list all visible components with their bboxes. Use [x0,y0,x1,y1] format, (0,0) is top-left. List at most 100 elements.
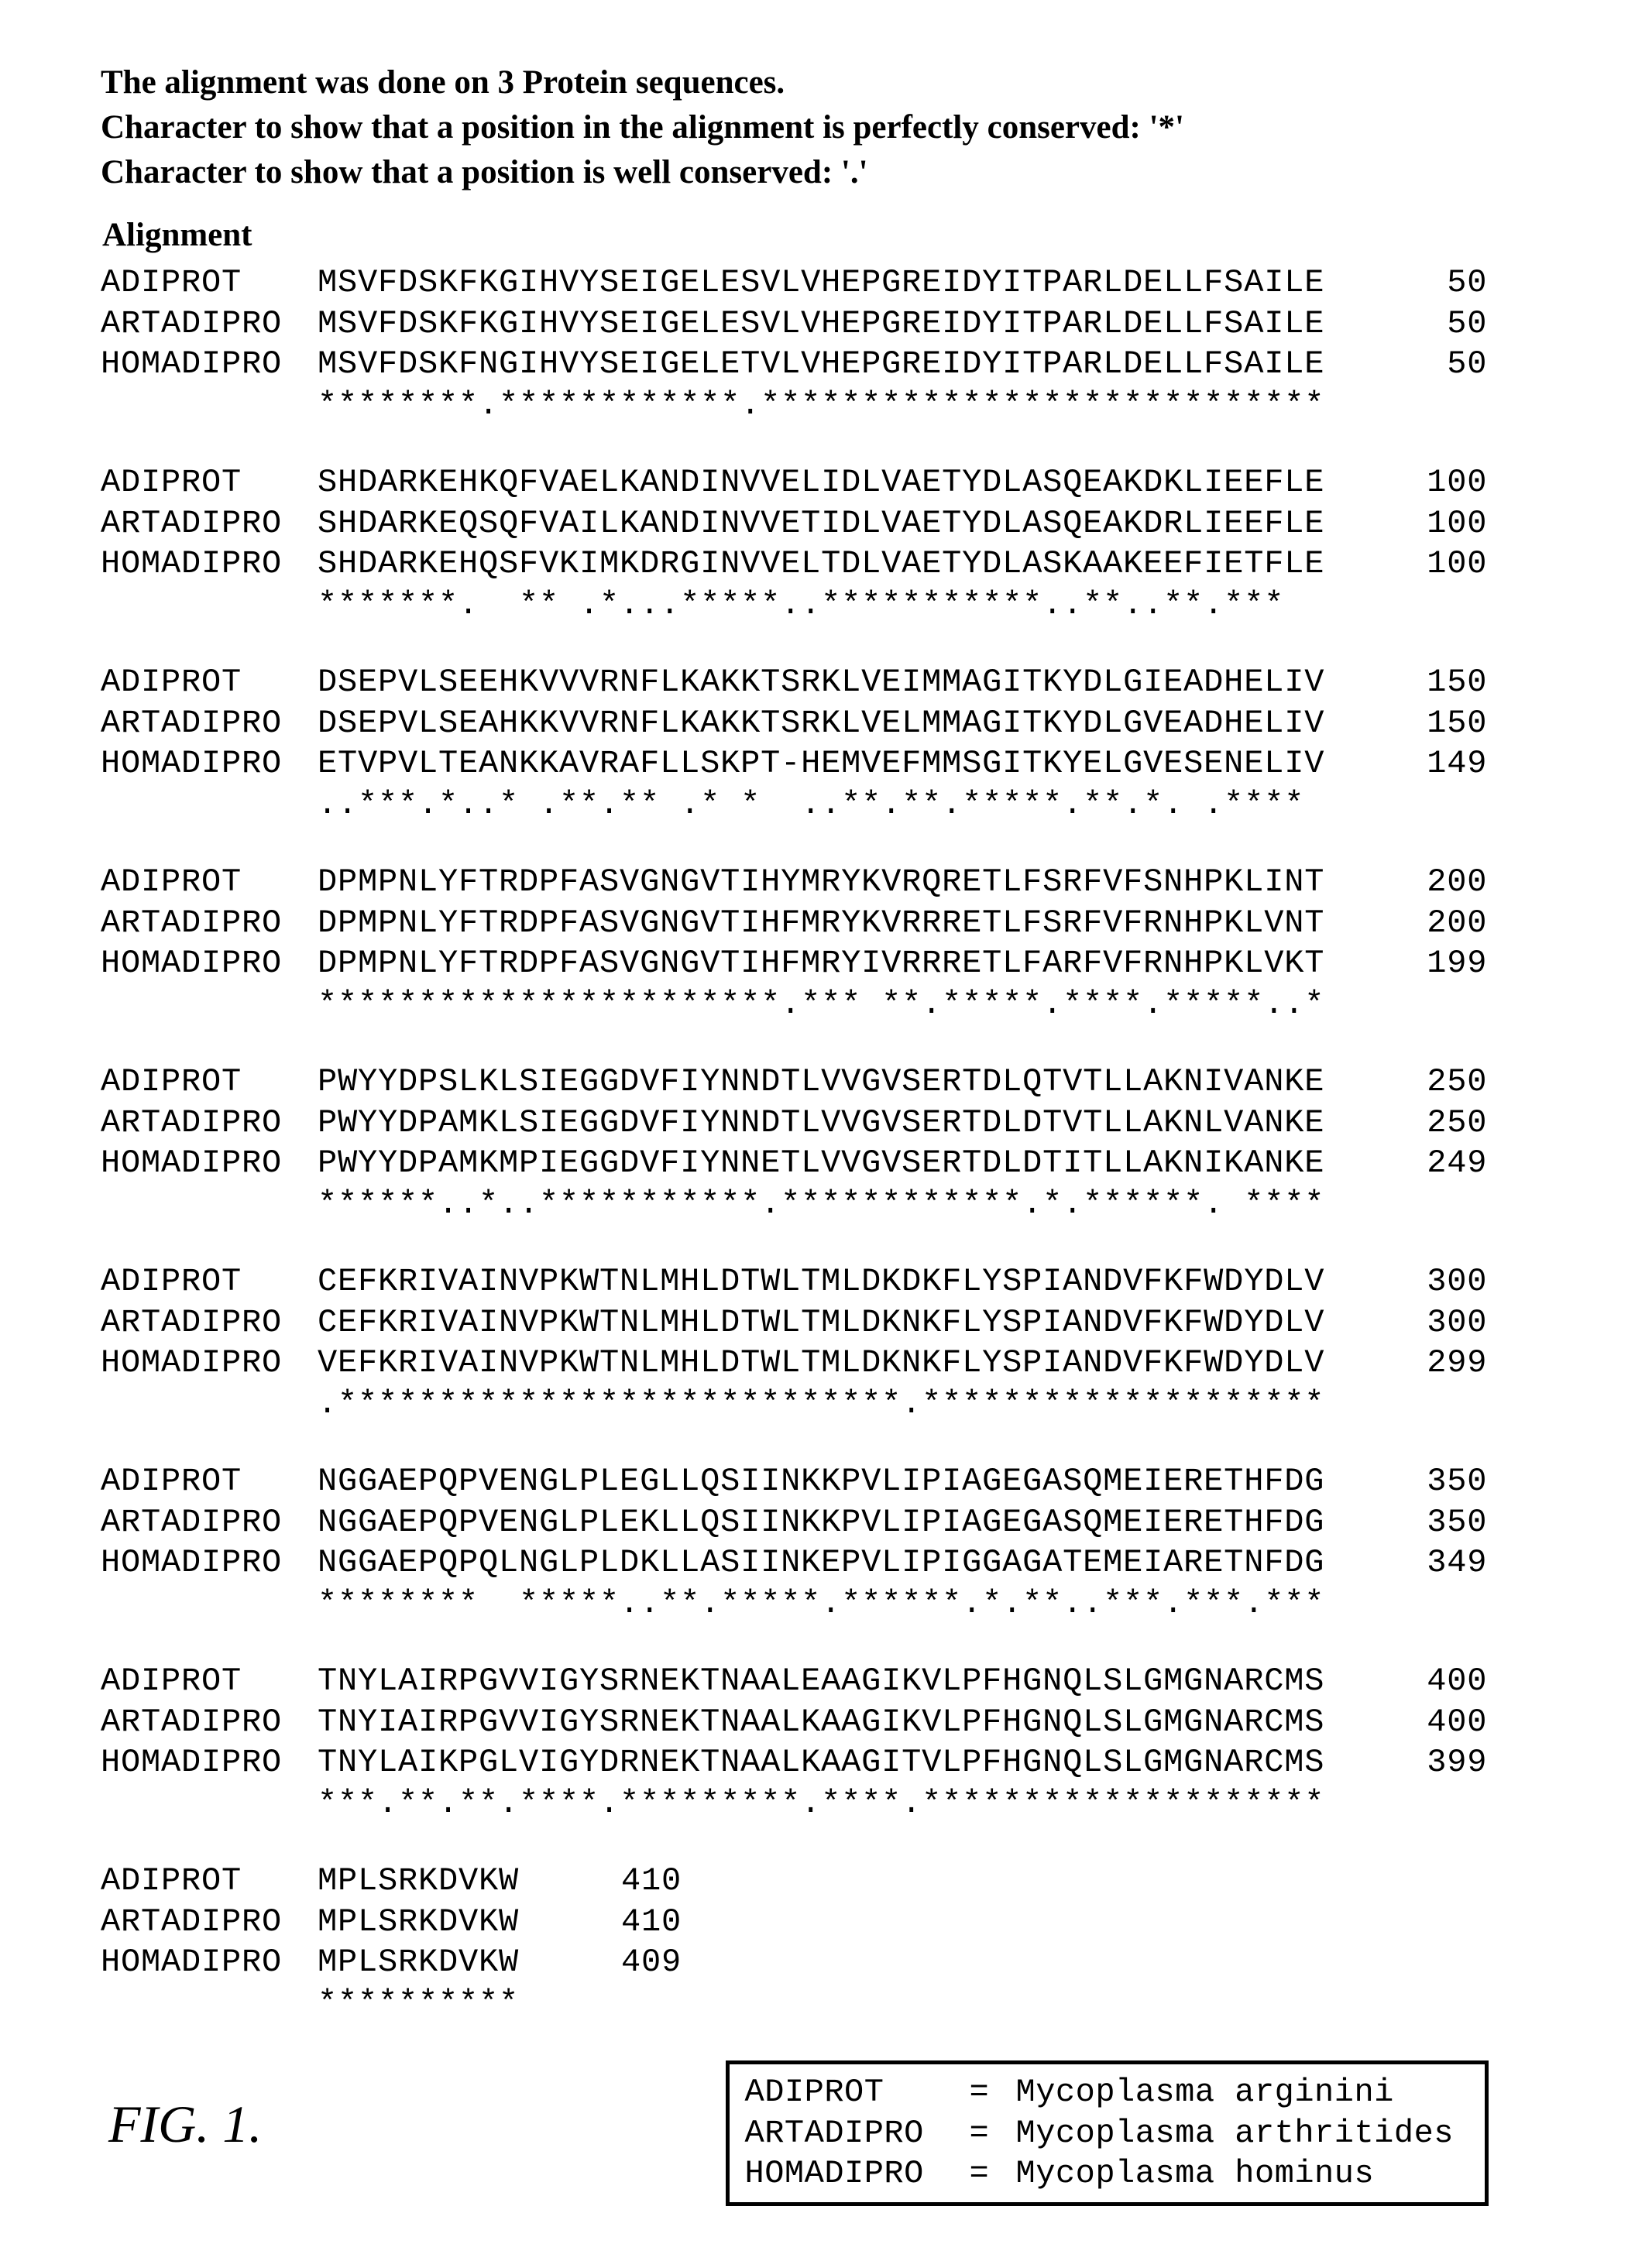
sequence-name: HOMADIPRO [101,1942,318,1983]
conservation-row: ********.************.******************… [101,385,1551,426]
sequence-name: ADIPROT [101,1261,318,1302]
sequence-row: ARTADIPROPWYYDPAMKLSIEGGDVFIYNNDTLVVGVSE… [101,1103,1551,1144]
sequence-position: 199 [1371,943,1487,984]
alignment-body: ADIPROTMSVFDSKFKGIHVYSEIGELESVLVHEPGREID… [101,262,1551,2023]
sequence-text: ETVPVLTEANKKAVRAFLLSKPT-HEMVEFMMSGITKYEL… [318,743,1324,784]
sequence-text: MPLSRKDVKW [318,1902,519,1943]
sequence-name: ADIPROT [101,262,318,304]
sequence-row: ADIPROTDPMPNLYFTRDPFASVGNGVTIHYMRYKVRQRE… [101,862,1551,903]
sequence-position: 100 [1371,462,1487,503]
legend-row: ADIPROT= Mycoplasma arginini [745,2072,1455,2113]
conservation-markers: *******. ** .*...*****..***********..**.… [318,585,1284,626]
legend-species: Mycoplasma arginini [1016,2072,1394,2113]
sequence-text: DPMPNLYFTRDPFASVGNGVTIHFMRYKVRRRETLFSRFV… [318,903,1324,944]
legend-equals: = [970,2072,1016,2113]
sequence-row: ARTADIPROTNYIAIRPGVVIGYSRNEKTNAALKAAGIKV… [101,1702,1551,1743]
sequence-text: MSVFDSKFKGIHVYSEIGELESVLVHEPGREIDYITPARL… [318,304,1324,345]
sequence-position: 100 [1371,544,1487,585]
sequence-position: 200 [1371,862,1487,903]
conservation-markers: ***********************.*** **.*****.***… [318,984,1324,1025]
sequence-text: DSEPVLSEAHKKVVRNFLKAKKTSRKLVELMMAGITKYDL… [318,703,1324,744]
legend-key: ARTADIPRO [745,2113,970,2154]
sequence-name: HOMADIPRO [101,743,318,784]
sequence-position: 350 [1371,1502,1487,1543]
header-line-2: Character to show that a position in the… [101,107,1551,149]
sequence-position: 350 [1371,1461,1487,1502]
conservation-markers: ******..*..***********.************.*.**… [318,1184,1324,1225]
alignment-block: ADIPROTMPLSRKDVKW410ARTADIPROMPLSRKDVKW4… [101,1861,1551,2023]
sequence-row: HOMADIPROTNYLAIKPGLVIGYDRNEKTNAALKAAGITV… [101,1742,1551,1783]
sequence-name: ARTADIPRO [101,304,318,345]
sequence-position: 50 [1371,304,1487,345]
sequence-text: MPLSRKDVKW [318,1861,519,1902]
header-line-3: Character to show that a position is wel… [101,152,1551,194]
sequence-row: ADIPROTMPLSRKDVKW410 [101,1861,1551,1902]
sequence-text: NGGAEPQPVENGLPLEGLLQSIINKKPVLIPIAGEGASQM… [318,1461,1324,1502]
sequence-position: 250 [1371,1062,1487,1103]
sequence-name: ARTADIPRO [101,703,318,744]
sequence-text: SHDARKEHQSFVKIMKDRGINVVELTDLVAETYDLASKAA… [318,544,1324,585]
header-line-1: The alignment was done on 3 Protein sequ… [101,62,1551,104]
sequence-position: 100 [1371,503,1487,544]
sequence-name: ADIPROT [101,1661,318,1702]
alignment-block: ADIPROTDSEPVLSEEHKVVVRNFLKAKKTSRKLVEIMMA… [101,662,1551,825]
sequence-row: ARTADIPROMPLSRKDVKW 410 [101,1902,1551,1943]
sequence-position: 249 [1371,1143,1487,1184]
sequence-position: 250 [1371,1103,1487,1144]
alignment-block: ADIPROTNGGAEPQPVENGLPLEGLLQSIINKKPVLIPIA… [101,1461,1551,1624]
sequence-name: ARTADIPRO [101,903,318,944]
sequence-row: HOMADIPROPWYYDPAMKMPIEGGDVFIYNNETLVVGVSE… [101,1143,1551,1184]
sequence-position: 410 [565,1902,682,1943]
sequence-position: 410 [565,1861,682,1902]
sequence-text: PWYYDPAMKLSIEGGDVFIYNNDTLVVGVSERTDLDTVTL… [318,1103,1324,1144]
sequence-position: 300 [1371,1302,1487,1343]
sequence-row: ADIPROTCEFKRIVAINVPKWTNLMHLDTWLTMLDKDKFL… [101,1261,1551,1302]
figure-footer: FIG. 1. ADIPROT= Mycoplasma argininiARTA… [101,2060,1551,2206]
sequence-name: HOMADIPRO [101,1343,318,1384]
sequence-name: ADIPROT [101,1062,318,1103]
sequence-name: HOMADIPRO [101,1542,318,1583]
sequence-name: HOMADIPRO [101,544,318,585]
sequence-name: ADIPROT [101,462,318,503]
alignment-block: ADIPROTSHDARKEHKQFVAELKANDINVVELIDLVAETY… [101,462,1551,625]
sequence-row: ARTADIPROSHDARKEQSQFVAILKANDINVVETIDLVAE… [101,503,1551,544]
sequence-row: ARTADIPROMSVFDSKFKGIHVYSEIGELESVLVHEPGRE… [101,304,1551,345]
sequence-position: 299 [1371,1343,1487,1384]
sequence-position: 200 [1371,903,1487,944]
sequence-position: 400 [1371,1661,1487,1702]
sequence-row: ADIPROTTNYLAIRPGVVIGYSRNEKTNAALEAAGIKVLP… [101,1661,1551,1702]
conservation-row: ***.**.**.****.*********.****.**********… [101,1783,1551,1824]
sequence-text: TNYLAIRPGVVIGYSRNEKTNAALEAAGIKVLPFHGNQLS… [318,1661,1324,1702]
sequence-name: ARTADIPRO [101,1902,318,1943]
sequence-text: DPMPNLYFTRDPFASVGNGVTIHYMRYKVRQRETLFSRFV… [318,862,1324,903]
conservation-row: ******** *****..**.*****.******.*.**..**… [101,1583,1551,1625]
sequence-name: ARTADIPRO [101,503,318,544]
sequence-row: ADIPROTNGGAEPQPVENGLPLEGLLQSIINKKPVLIPIA… [101,1461,1551,1502]
sequence-text: PWYYDPAMKMPIEGGDVFIYNNETLVVGVSERTDLDTITL… [318,1143,1324,1184]
legend-equals: = [970,2153,1016,2194]
legend-equals: = [970,2113,1016,2154]
legend-box: ADIPROT= Mycoplasma argininiARTADIPRO= M… [726,2060,1489,2206]
sequence-row: HOMADIPROSHDARKEHQSFVKIMKDRGINVVELTDLVAE… [101,544,1551,585]
alignment-section-label: Alignment [102,214,1551,256]
sequence-position: 400 [1371,1702,1487,1743]
sequence-text: TNYLAIKPGLVIGYDRNEKTNAALKAAGITVLPFHGNQLS… [318,1742,1324,1783]
sequence-row: ADIPROTSHDARKEHKQFVAELKANDINVVELIDLVAETY… [101,462,1551,503]
conservation-markers: ********** [318,1983,519,2024]
sequence-text: NGGAEPQPVENGLPLEKLLQSIINKKPVLIPIAGEGASQM… [318,1502,1324,1543]
conservation-markers: ..***.*..* .**.** .* * ..**.**.*****.**.… [318,784,1304,825]
legend-species: Mycoplasma arthritides [1016,2113,1455,2154]
conservation-row: ********** [101,1983,1551,2024]
sequence-text: MSVFDSKFNGIHVYSEIGELETVLVHEPGREIDYITPARL… [318,344,1324,385]
sequence-name: ARTADIPRO [101,1502,318,1543]
sequence-text: CEFKRIVAINVPKWTNLMHLDTWLTMLDKDKFLYSPIAND… [318,1261,1324,1302]
sequence-text: MPLSRKDVKW [318,1942,519,1983]
conservation-row: .****************************.**********… [101,1384,1551,1425]
sequence-name: HOMADIPRO [101,943,318,984]
sequence-name: HOMADIPRO [101,1742,318,1783]
sequence-row: ARTADIPRODPMPNLYFTRDPFASVGNGVTIHFMRYKVRR… [101,903,1551,944]
alignment-block: ADIPROTMSVFDSKFKGIHVYSEIGELESVLVHEPGREID… [101,262,1551,425]
legend-key: ADIPROT [745,2072,970,2113]
sequence-name: ADIPROT [101,862,318,903]
sequence-row: ARTADIPRODSEPVLSEAHKKVVRNFLKAKKTSRKLVELM… [101,703,1551,744]
